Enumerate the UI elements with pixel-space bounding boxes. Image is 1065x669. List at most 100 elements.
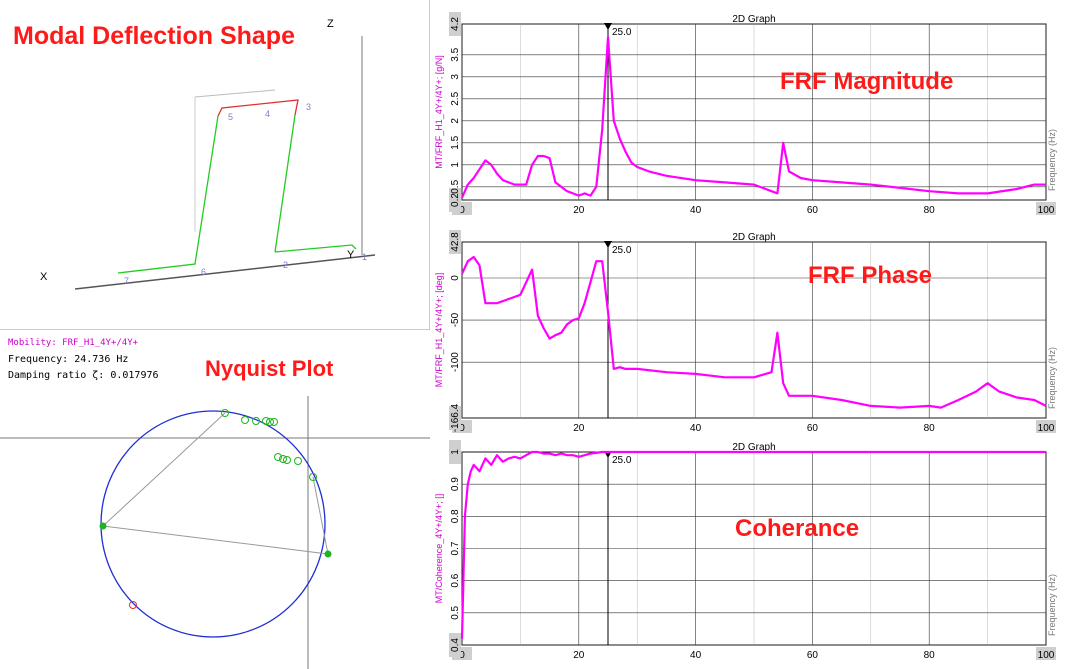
- x-tick-label: 20: [573, 423, 585, 434]
- coherence-label: Coherance: [735, 515, 860, 542]
- y-tick-box: [449, 406, 461, 430]
- nyquist-frequency: Frequency: 24.736 Hz: [8, 354, 129, 365]
- x-axis-label: Frequency (Hz): [1047, 129, 1057, 191]
- x-tick-label: 80: [924, 205, 936, 216]
- nyquist-panel: Mobility: FRF_H1_4Y+/4Y+ Frequency: 24.7…: [0, 336, 430, 669]
- cursor-marker: [604, 23, 612, 30]
- x-tick-label: 40: [690, 423, 702, 434]
- y-tick-box: [449, 188, 461, 212]
- x-tick-label: 0: [459, 650, 465, 661]
- node-label-4: 4: [265, 109, 270, 119]
- frf-magnitude-label: FRF Magnitude: [780, 68, 954, 95]
- node-label-7: 7: [124, 276, 129, 286]
- y-tick-label: 0.8: [450, 509, 461, 523]
- x-tick-label: 60: [807, 205, 819, 216]
- deflected-shape-red: [217, 99, 299, 117]
- frf-phase-label: FRF Phase: [808, 262, 933, 289]
- cursor-label: 25.0: [612, 27, 632, 38]
- x-tick-label: 80: [924, 650, 936, 661]
- x-tick-label: 0: [459, 423, 465, 434]
- nyquist-point: [99, 522, 107, 530]
- x-tick-label: 40: [690, 205, 702, 216]
- x-tick-label: 20: [573, 650, 585, 661]
- y-tick-label: 0.5: [450, 605, 461, 619]
- x-tick-label: 100: [1038, 423, 1055, 434]
- x-tick-label: 80: [924, 423, 936, 434]
- nyquist-plot: [0, 396, 430, 669]
- x-axis-label: Frequency (Hz): [1047, 574, 1057, 636]
- node-label-6: 6: [201, 267, 206, 277]
- nyquist-point: [324, 550, 332, 558]
- frf-phase-chart: 2D Graph 0 20 40 60 80 100 -166.4 -100 -50 0 42.8 MT…: [434, 230, 1057, 434]
- y-tick-label: 0.5: [450, 179, 461, 193]
- nyquist-selected-point: [129, 601, 137, 609]
- x-tick-label: 20: [573, 205, 585, 216]
- node-label-5: 5: [228, 112, 233, 122]
- cursor-marker: [604, 241, 612, 248]
- x-tick-box: [1036, 420, 1056, 433]
- y-tick-label: -166.4: [450, 403, 461, 432]
- coherence-chart: 2D Graph 0 20 40 60 80 100 0.4 0.5 0.6 0.7 0.8 0.9 1 M…: [434, 440, 1057, 661]
- cursor-label: 25.0: [612, 455, 632, 466]
- chart-title: 2D Graph: [732, 442, 775, 453]
- x-axis-label: Frequency (Hz): [1047, 347, 1057, 409]
- nyquist-circle: [100, 410, 326, 638]
- y-axis-label: Y: [347, 249, 355, 261]
- y-tick-box: [449, 12, 461, 36]
- y-tick-label: -50: [450, 312, 461, 327]
- y-axis-label: MT/FRF_H1_4Y+/4Y+; [deg]: [434, 273, 444, 388]
- y-tick-label: 1: [450, 162, 461, 168]
- y-tick-label: 2: [450, 118, 461, 124]
- node-label-3: 3: [306, 102, 311, 112]
- x-tick-label: 100: [1038, 650, 1055, 661]
- nyquist-chords: [101, 412, 329, 555]
- x-tick-box: [1036, 647, 1056, 660]
- undeformed-shape: [194, 89, 276, 98]
- y-tick-label: 1: [450, 449, 461, 455]
- x-tick-label: 100: [1038, 205, 1055, 216]
- y-tick-label: 3: [450, 74, 461, 80]
- x-tick-label: 60: [807, 650, 819, 661]
- y-tick-label: 0: [450, 275, 461, 281]
- y-tick-label: 0.4: [450, 638, 461, 652]
- chart-title: 2D Graph: [732, 232, 775, 243]
- z-axis-label: Z: [327, 18, 334, 30]
- deflected-shape-green-left: [117, 115, 219, 274]
- y-axis-label: MT/Coherence_4Y+/4Y+; []: [434, 494, 444, 604]
- y-tick-label: 2.5: [450, 91, 461, 105]
- y-axis-label: MT/FRF_H1_4Y+/4Y+; [g/N]: [434, 55, 444, 169]
- y-tick-box: [449, 230, 461, 254]
- x-tick-label: 0: [459, 205, 465, 216]
- x-axis-label: X: [40, 271, 48, 283]
- y-tick-label: 3.5: [450, 47, 461, 61]
- y-tick-label: 4.2: [450, 17, 461, 31]
- chart-title: 2D Graph: [732, 14, 775, 25]
- y-tick-box: [449, 633, 461, 657]
- data-series-line: [460, 450, 1046, 639]
- y-tick-label: 42.8: [450, 232, 461, 252]
- y-tick-label: 0.2: [450, 193, 461, 207]
- deflected-shape-green-right: [274, 244, 357, 253]
- node-label-2: 2: [283, 260, 288, 270]
- modal-deflection-label: Modal Deflection Shape: [13, 22, 295, 50]
- data-series-line: [460, 36, 1046, 199]
- node-label-1: 1: [362, 252, 367, 262]
- y-tick-label: 0.9: [450, 477, 461, 491]
- nyquist-measured-points: [221, 409, 317, 481]
- y-tick-label: -100: [450, 352, 461, 372]
- y-tick-box: [449, 440, 461, 464]
- y-tick-label: 0.7: [450, 541, 461, 555]
- y-axis: [74, 254, 376, 290]
- x-tick-label: 60: [807, 423, 819, 434]
- y-tick-label: 1.5: [450, 135, 461, 149]
- x-tick-box: [1036, 202, 1056, 215]
- nyquist-label: Nyquist Plot: [205, 356, 334, 381]
- nyquist-damping: Damping ratio ζ: 0.017976: [8, 370, 159, 381]
- frf-magnitude-chart: 2D Graph 0 20 40 60 80 100 0.20.5 1 1.5 2 2.5 3 3.5 4.…: [434, 12, 1057, 216]
- nyquist-mobility: Mobility: FRF_H1_4Y+/4Y+: [8, 338, 139, 348]
- cursor-label: 25.0: [612, 245, 632, 256]
- x-tick-label: 40: [690, 650, 702, 661]
- modal-deflection-panel: Z Y X 1 2 3 4 5 6 7 Modal Deflection Sha…: [0, 0, 431, 340]
- data-series-line: [461, 255, 1047, 409]
- y-tick-label: 0.6: [450, 573, 461, 587]
